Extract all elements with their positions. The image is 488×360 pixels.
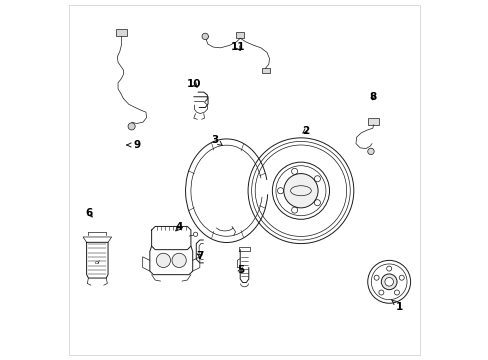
Text: 6: 6 — [85, 208, 93, 218]
FancyBboxPatch shape — [235, 32, 244, 38]
Circle shape — [193, 232, 197, 237]
Text: 3: 3 — [211, 135, 222, 145]
FancyBboxPatch shape — [262, 68, 269, 73]
FancyBboxPatch shape — [116, 29, 127, 36]
Circle shape — [172, 253, 186, 267]
FancyBboxPatch shape — [367, 118, 378, 125]
Text: 9: 9 — [127, 140, 140, 150]
Text: 4: 4 — [175, 222, 183, 232]
Text: 2: 2 — [302, 126, 309, 136]
Text: 8: 8 — [369, 92, 376, 102]
Circle shape — [283, 174, 317, 208]
Circle shape — [128, 123, 135, 130]
Text: 1: 1 — [390, 300, 403, 312]
Circle shape — [156, 253, 170, 267]
Text: 5: 5 — [237, 265, 244, 275]
Text: ol: ol — [94, 260, 100, 265]
Circle shape — [367, 148, 373, 155]
Circle shape — [381, 274, 396, 290]
Text: 10: 10 — [187, 79, 202, 89]
Text: 11: 11 — [230, 42, 245, 52]
Text: 7: 7 — [196, 251, 203, 261]
Circle shape — [202, 33, 208, 40]
Circle shape — [384, 278, 393, 286]
